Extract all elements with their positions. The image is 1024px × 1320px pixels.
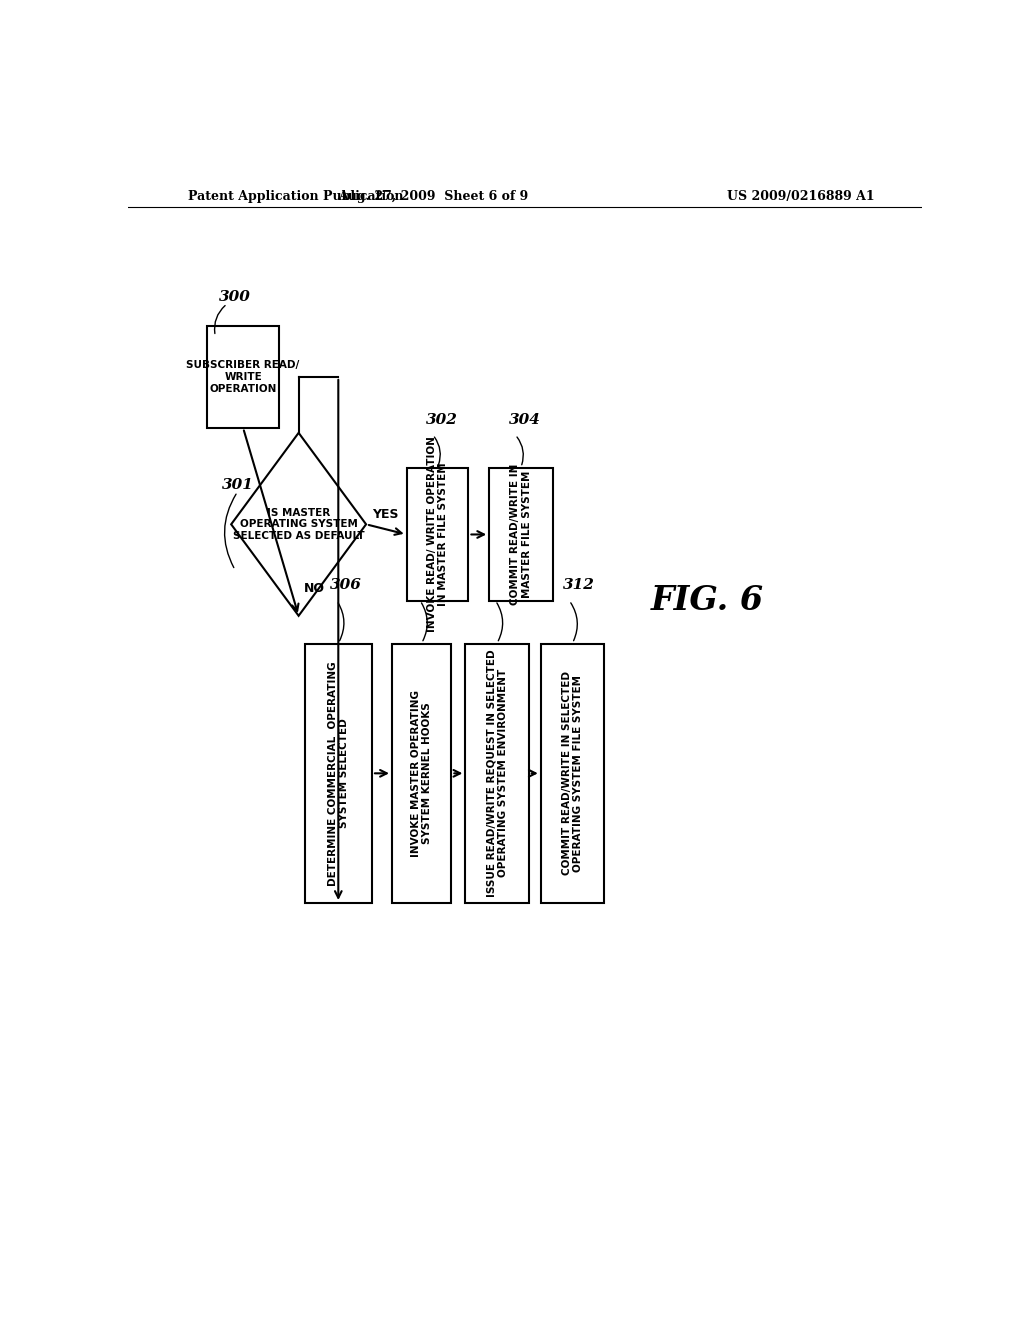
Text: DETERMINE COMMERCIAL  OPERATING
SYSTEM SELECTED: DETERMINE COMMERCIAL OPERATING SYSTEM SE… <box>328 661 349 886</box>
Text: 312: 312 <box>563 578 595 593</box>
FancyBboxPatch shape <box>465 644 528 903</box>
FancyBboxPatch shape <box>407 469 468 601</box>
FancyBboxPatch shape <box>207 326 279 428</box>
Text: 300: 300 <box>219 290 251 304</box>
Text: 308: 308 <box>414 578 445 593</box>
Text: INVOKE READ/ WRITE OPERATION
IN MASTER FILE SYSTEM: INVOKE READ/ WRITE OPERATION IN MASTER F… <box>427 437 449 632</box>
Text: COMMIT READ/WRITE IN
MASTER FILE SYSTEM: COMMIT READ/WRITE IN MASTER FILE SYSTEM <box>510 463 531 605</box>
FancyBboxPatch shape <box>304 644 372 903</box>
Text: Aug. 27, 2009  Sheet 6 of 9: Aug. 27, 2009 Sheet 6 of 9 <box>338 190 528 202</box>
Text: US 2009/0216889 A1: US 2009/0216889 A1 <box>727 190 874 202</box>
Text: 310: 310 <box>489 578 521 593</box>
Text: SUBSCRIBER READ/
WRITE
OPERATION: SUBSCRIBER READ/ WRITE OPERATION <box>186 360 300 393</box>
Text: 306: 306 <box>331 578 362 593</box>
Text: 304: 304 <box>509 413 541 426</box>
Polygon shape <box>231 433 367 615</box>
Text: 301: 301 <box>221 478 254 492</box>
Text: 302: 302 <box>426 413 459 426</box>
Text: NO: NO <box>304 582 326 595</box>
Text: IS MASTER
OPERATING SYSTEM
SELECTED AS DEFAULT: IS MASTER OPERATING SYSTEM SELECTED AS D… <box>232 508 365 541</box>
FancyBboxPatch shape <box>541 644 604 903</box>
Text: INVOKE MASTER OPERATING
SYSTEM KERNEL HOOKS: INVOKE MASTER OPERATING SYSTEM KERNEL HO… <box>411 690 432 857</box>
Text: FIG. 6: FIG. 6 <box>651 583 764 616</box>
FancyBboxPatch shape <box>489 469 553 601</box>
Text: Patent Application Publication: Patent Application Publication <box>187 190 403 202</box>
Text: ISSUE READ/WRITE REQUEST IN SELECTED
OPERATING SYSTEM ENVIRONMENT: ISSUE READ/WRITE REQUEST IN SELECTED OPE… <box>486 649 508 898</box>
FancyBboxPatch shape <box>392 644 452 903</box>
Text: COMMIT READ/WRITE IN SELECTED
OPERATING SYSTEM FILE SYSTEM: COMMIT READ/WRITE IN SELECTED OPERATING … <box>561 672 584 875</box>
Text: YES: YES <box>373 508 399 520</box>
